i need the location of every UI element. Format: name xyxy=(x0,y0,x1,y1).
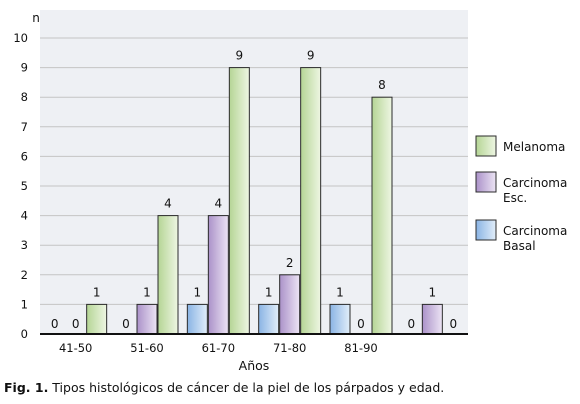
caption-text: Tipos histológicos de cáncer de la piel … xyxy=(48,380,445,395)
legend-label: Carcinoma Esc. xyxy=(503,176,567,205)
data-label: 0 xyxy=(408,317,416,331)
bar xyxy=(329,303,351,335)
data-label: 4 xyxy=(164,197,172,211)
legend-label-line: Carcinoma xyxy=(503,224,567,238)
gridlines xyxy=(40,37,468,305)
data-label: 0 xyxy=(450,317,458,331)
bar xyxy=(207,215,229,335)
data-label: 2 xyxy=(286,256,294,270)
bar xyxy=(86,303,108,335)
y-tick-label: 6 xyxy=(21,149,28,163)
data-label: 0 xyxy=(122,317,130,331)
bar xyxy=(258,303,280,335)
data-label: 0 xyxy=(357,317,365,331)
y-tick-label: 4 xyxy=(21,209,28,223)
legend-swatch xyxy=(475,135,497,157)
data-label: 1 xyxy=(429,285,437,299)
y-tick-label: 7 xyxy=(21,120,28,134)
bar xyxy=(421,303,443,335)
data-label: 9 xyxy=(236,49,244,63)
y-tick-label: 3 xyxy=(21,238,28,252)
x-tick-label: 61-70 xyxy=(202,341,235,355)
y-tick-label: 8 xyxy=(21,90,28,104)
legend-label-line: Carcinoma xyxy=(503,176,567,190)
bar xyxy=(157,215,179,335)
x-axis-title: Años xyxy=(239,358,270,373)
x-tick-label: 41-50 xyxy=(59,341,92,355)
data-label: 8 xyxy=(378,78,386,92)
y-tick-label: 2 xyxy=(21,268,28,282)
x-tick-label: 71-80 xyxy=(273,341,306,355)
legend-label-line: Basal xyxy=(503,239,536,253)
figure-caption: Fig. 1. Tipos histológicos de cáncer de … xyxy=(4,380,444,395)
y-tick-label: 9 xyxy=(21,61,28,75)
x-tick-label: 81-90 xyxy=(344,341,377,355)
caption-prefix: Fig. 1. xyxy=(4,380,49,395)
data-label: 1 xyxy=(336,285,344,299)
y-tick-label: 0 xyxy=(21,327,28,341)
bar xyxy=(300,67,322,335)
legend-label-line: Esc. xyxy=(503,191,527,205)
legend-label: Carcinoma Basal xyxy=(503,224,567,253)
bar xyxy=(186,303,208,335)
bar xyxy=(228,67,250,335)
bar xyxy=(136,303,158,335)
data-label: 0 xyxy=(72,317,80,331)
legend-swatch xyxy=(475,219,497,241)
y-tick-label: 5 xyxy=(21,179,28,193)
x-tick-label: 51-60 xyxy=(130,341,163,355)
data-label: 0 xyxy=(51,317,59,331)
legend-label-line: Melanoma xyxy=(503,140,565,154)
data-label: 9 xyxy=(307,49,315,63)
legend-swatch xyxy=(475,171,497,193)
data-label: 1 xyxy=(143,285,151,299)
bar xyxy=(279,274,301,335)
legend-label: Melanoma xyxy=(503,140,565,154)
y-axis-title: n xyxy=(32,11,40,25)
bars xyxy=(86,67,443,335)
y-tick-label: 10 xyxy=(13,31,28,45)
data-label: 4 xyxy=(215,197,223,211)
data-label: 1 xyxy=(265,285,273,299)
data-label: 1 xyxy=(93,285,101,299)
plot-area xyxy=(40,10,468,334)
data-label: 1 xyxy=(194,285,202,299)
bar xyxy=(371,96,393,335)
y-tick-label: 1 xyxy=(21,297,28,311)
